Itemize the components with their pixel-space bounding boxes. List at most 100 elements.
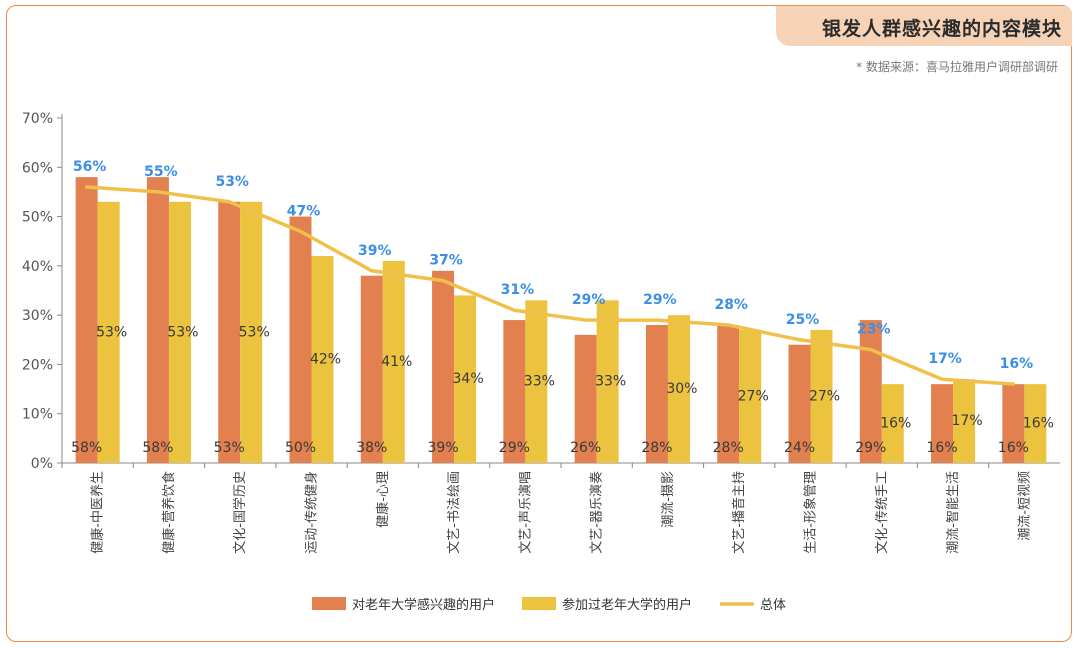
- data-label-series2: 16%: [1023, 416, 1054, 432]
- bar-series1: [645, 325, 668, 463]
- data-label-series1: 16%: [927, 440, 958, 456]
- x-tick-label: 运动-传统健身: [304, 471, 320, 554]
- data-label-series1: 58%: [71, 440, 102, 456]
- bar-series1: [218, 201, 241, 464]
- data-label-overall: 31%: [501, 282, 535, 298]
- y-tick-label: 60%: [22, 160, 53, 176]
- data-label-series2: 16%: [880, 416, 911, 432]
- bar-series2: [168, 201, 191, 464]
- title-tab: [776, 6, 1072, 46]
- bar-series2: [881, 384, 904, 463]
- bar-series2: [667, 315, 690, 463]
- data-label-overall: 16%: [1000, 356, 1034, 372]
- y-tick-label: 50%: [22, 210, 53, 226]
- data-label-series1: 26%: [570, 440, 601, 456]
- data-label-series1: 24%: [784, 440, 815, 456]
- data-label-series1: 29%: [499, 440, 530, 456]
- bar-series1: [289, 216, 312, 463]
- data-source-note: * 数据来源：喜马拉雅用户调研部调研: [856, 60, 1058, 74]
- data-label-series2: 41%: [381, 354, 412, 370]
- data-label-overall: 25%: [786, 312, 820, 328]
- x-tick-label: 文化-国学历史: [232, 471, 248, 554]
- bar-series2: [810, 329, 833, 463]
- data-label-overall: 55%: [144, 164, 178, 180]
- data-label-series2: 27%: [809, 388, 840, 404]
- x-tick-label: 潮流-短视频: [1017, 471, 1032, 541]
- bar-series2: [97, 201, 120, 464]
- x-tick-label: 健康-中医养生: [90, 471, 106, 554]
- data-label-overall: 56%: [73, 159, 107, 175]
- data-label-series1: 28%: [641, 440, 672, 456]
- bar-series2: [1024, 384, 1047, 463]
- bar-series1: [503, 320, 526, 463]
- x-tick-label: 文化-传统手工: [875, 471, 890, 554]
- x-tick-label: 文艺-器乐演奏: [589, 471, 605, 554]
- y-tick-label: 10%: [22, 407, 53, 423]
- x-tick-label: 健康-心理: [375, 471, 391, 528]
- data-label-series2: 27%: [738, 388, 769, 404]
- legend-swatch: [522, 597, 556, 610]
- x-tick-label: 文艺-声乐演唱: [517, 471, 533, 554]
- x-tick-label: 健康-营养饮食: [161, 471, 177, 554]
- legend-swatch: [312, 597, 346, 610]
- data-label-series2: 17%: [952, 413, 983, 429]
- data-label-series2: 53%: [96, 324, 127, 340]
- y-tick-label: 0%: [31, 456, 53, 472]
- data-label-series2: 33%: [524, 374, 555, 390]
- bar-series1: [859, 320, 882, 463]
- y-tick-label: 20%: [22, 357, 53, 373]
- chart-frame: [6, 5, 1072, 642]
- data-label-series2: 30%: [666, 381, 697, 397]
- bar-series1: [931, 384, 954, 463]
- data-label-series2: 53%: [239, 324, 270, 340]
- data-label-overall: 37%: [429, 253, 463, 269]
- data-label-series1: 28%: [713, 440, 744, 456]
- data-label-series2: 53%: [167, 324, 198, 340]
- data-label-overall: 17%: [928, 351, 962, 367]
- bar-series1: [717, 325, 740, 463]
- y-tick-label: 70%: [22, 111, 53, 127]
- bar-series1: [360, 275, 383, 463]
- data-label-series1: 39%: [428, 440, 459, 456]
- data-label-series2: 34%: [453, 371, 484, 387]
- data-label-series1: 38%: [356, 440, 387, 456]
- data-label-series2: 33%: [595, 374, 626, 390]
- bar-series2: [525, 300, 548, 463]
- x-tick-label: 生活-形象管理: [804, 471, 819, 554]
- bar-series1: [1002, 384, 1025, 463]
- bar-series1: [788, 344, 811, 463]
- data-label-series2: 42%: [310, 352, 341, 368]
- legend-label: 参加过老年大学的用户: [562, 597, 692, 613]
- overall-line: [84, 185, 1016, 386]
- x-tick-label: 文艺-播音主持: [731, 471, 747, 554]
- data-label-overall: 53%: [215, 174, 249, 190]
- bar-series2: [311, 256, 334, 463]
- data-label-overall: 39%: [358, 243, 392, 259]
- bar-series2: [739, 329, 762, 463]
- x-tick-label: 文艺-书法绘画: [447, 471, 462, 554]
- bar-series1: [75, 177, 98, 463]
- legend-label: 对老年大学感兴趣的用户: [352, 597, 495, 613]
- data-label-overall: 47%: [287, 203, 321, 219]
- data-label-overall: 28%: [714, 297, 748, 313]
- chart-title: 银发人群感兴趣的内容模块: [821, 18, 1062, 40]
- y-tick-label: 40%: [22, 259, 53, 275]
- y-tick-label: 30%: [22, 308, 53, 324]
- data-label-series1: 29%: [855, 440, 886, 456]
- bar-series2: [596, 300, 619, 463]
- bar-series1: [146, 177, 169, 463]
- data-label-series1: 53%: [214, 440, 245, 456]
- data-label-series1: 16%: [998, 440, 1029, 456]
- data-label-overall: 29%: [572, 292, 606, 308]
- bar-series1: [432, 270, 455, 463]
- bar-series2: [454, 295, 477, 463]
- data-label-overall: 29%: [643, 292, 677, 308]
- bar-series2: [240, 201, 263, 464]
- bar-series2: [953, 379, 976, 463]
- data-label-series1: 58%: [142, 440, 173, 456]
- x-tick-label: 潮流-智能生活: [946, 471, 961, 554]
- data-label-series1: 50%: [285, 440, 316, 456]
- legend-label: 总体: [760, 598, 786, 613]
- x-tick-label: 潮流-摄影: [661, 471, 676, 528]
